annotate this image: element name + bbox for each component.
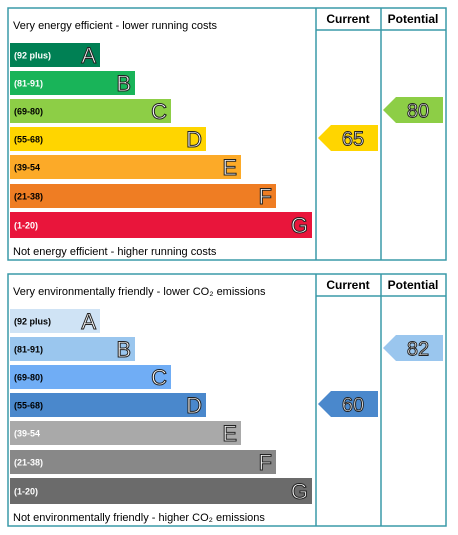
band-range: (21-38) bbox=[14, 191, 43, 201]
rating-band bbox=[10, 71, 135, 95]
potential-rating-value: 82 bbox=[407, 338, 429, 360]
panel-footer: Not environmentally friendly - higher CO… bbox=[13, 512, 265, 524]
potential-rating-arrow bbox=[383, 97, 443, 123]
rating-band bbox=[10, 337, 135, 361]
band-letter: D bbox=[186, 393, 202, 418]
band-letter: B bbox=[116, 337, 131, 362]
potential-rating-value: 80 bbox=[407, 100, 429, 122]
band-letter: A bbox=[81, 43, 96, 68]
band-range: (39-54 bbox=[14, 428, 40, 438]
band-letter: E bbox=[222, 421, 237, 446]
rating-band bbox=[10, 127, 206, 151]
rating-band bbox=[10, 450, 276, 474]
band-range: (55-68) bbox=[14, 400, 43, 410]
band-letter: C bbox=[151, 99, 167, 124]
band-range: (69-80) bbox=[14, 106, 43, 116]
band-range: (1-20) bbox=[14, 220, 38, 230]
band-range: (1-20) bbox=[14, 486, 38, 496]
band-range: (55-68) bbox=[14, 134, 43, 144]
rating-band bbox=[10, 365, 171, 389]
band-letter: B bbox=[116, 71, 131, 96]
current-rating-value: 60 bbox=[342, 394, 364, 416]
band-range: (81-91) bbox=[14, 344, 43, 354]
rating-band bbox=[10, 212, 312, 238]
panel-border bbox=[7, 7, 447, 261]
panel-border bbox=[7, 273, 447, 527]
band-letter: F bbox=[259, 184, 272, 209]
rating-band bbox=[10, 43, 100, 67]
band-range: (39-54 bbox=[14, 162, 40, 172]
rating-band bbox=[10, 478, 312, 504]
band-range: (92 plus) bbox=[14, 50, 51, 60]
rating-band bbox=[10, 309, 100, 333]
rating-band bbox=[10, 99, 171, 123]
band-letter: F bbox=[259, 450, 272, 475]
current-rating-value: 65 bbox=[342, 128, 364, 150]
band-letter: A bbox=[81, 309, 96, 334]
rating-band bbox=[10, 421, 241, 445]
current-header: Current bbox=[326, 12, 369, 26]
band-letter: D bbox=[186, 127, 202, 152]
panel-title: Very environmentally friendly - lower CO… bbox=[13, 286, 266, 298]
band-range: (21-38) bbox=[14, 457, 43, 467]
panel-footer: Not energy efficient - higher running co… bbox=[13, 246, 217, 258]
band-range: (92 plus) bbox=[14, 316, 51, 326]
band-letter: E bbox=[222, 155, 237, 180]
potential-rating-arrow bbox=[383, 335, 443, 361]
current-rating-arrow bbox=[318, 391, 378, 417]
panel-title: Very energy efficient - lower running co… bbox=[13, 20, 218, 32]
current-header: Current bbox=[326, 278, 369, 292]
potential-header: Potential bbox=[388, 12, 439, 26]
potential-header: Potential bbox=[388, 278, 439, 292]
current-rating-arrow bbox=[318, 125, 378, 151]
band-letter: G bbox=[291, 479, 308, 504]
rating-band bbox=[10, 155, 241, 179]
band-range: (81-91) bbox=[14, 78, 43, 88]
rating-band bbox=[10, 184, 276, 208]
band-range: (69-80) bbox=[14, 372, 43, 382]
rating-band bbox=[10, 393, 206, 417]
band-letter: G bbox=[291, 213, 308, 238]
band-letter: C bbox=[151, 365, 167, 390]
